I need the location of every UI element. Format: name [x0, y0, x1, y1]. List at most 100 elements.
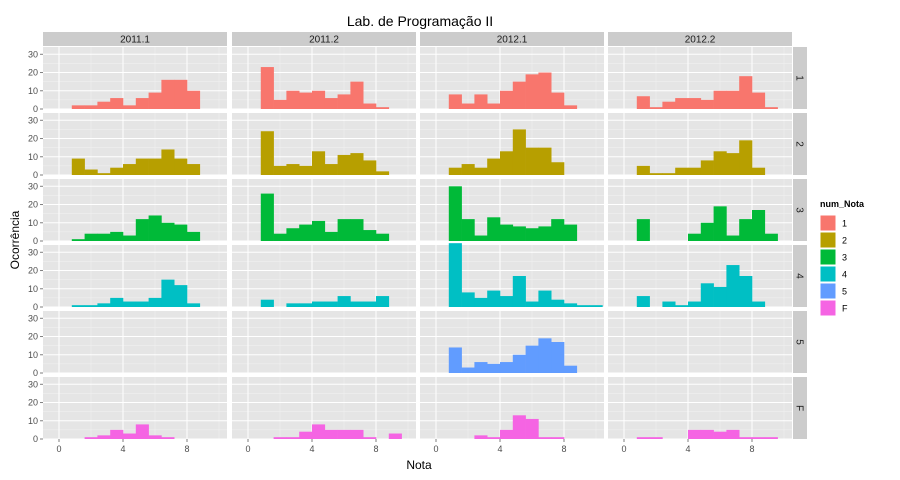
histogram-bar: [551, 299, 565, 307]
histogram-bar: [713, 206, 727, 241]
histogram-bar: [688, 301, 702, 307]
histogram-bar: [752, 437, 766, 439]
histogram-bar: [525, 228, 539, 241]
histogram-bar: [110, 231, 124, 241]
histogram-bar: [97, 233, 111, 241]
histogram-bar: [525, 418, 539, 439]
histogram-bar: [752, 210, 766, 241]
histogram-bar: [662, 173, 676, 175]
histogram-bar: [739, 219, 753, 241]
histogram-bar: [662, 301, 676, 307]
histogram-bar: [286, 164, 300, 175]
histogram-bar: [135, 424, 149, 439]
histogram-bar: [739, 437, 753, 439]
panel-background: [43, 311, 227, 373]
histogram-bar: [376, 233, 390, 241]
histogram-bar: [299, 303, 313, 307]
histogram-bar: [649, 107, 663, 109]
histogram-bar: [700, 429, 714, 439]
y-tick-label: 0: [33, 434, 38, 444]
x-tick-label: 0: [245, 444, 250, 454]
histogram-bar: [538, 226, 552, 241]
y-tick-label: 20: [28, 332, 38, 342]
y-tick-label: 10: [28, 416, 38, 426]
histogram-bar: [187, 90, 201, 109]
histogram-bar: [376, 171, 390, 175]
chart-title: Lab. de Programação II: [347, 13, 493, 29]
panel-background: [43, 179, 227, 241]
histogram-bar: [538, 147, 552, 175]
histogram-bar: [739, 276, 753, 307]
histogram-bar: [487, 290, 501, 307]
histogram-bar: [135, 219, 149, 241]
histogram-bar: [700, 99, 714, 109]
histogram-bar: [551, 162, 565, 175]
histogram-bar: [174, 285, 188, 307]
histogram-bar: [551, 437, 565, 439]
histogram-bar: [700, 222, 714, 241]
histogram-bar: [350, 81, 364, 109]
column-strip-2011.1: [43, 32, 227, 46]
histogram-bar: [500, 362, 514, 373]
row-strip-5: [793, 311, 807, 373]
histogram-bar: [636, 296, 650, 307]
histogram-bar: [273, 99, 287, 109]
histogram-bar: [187, 164, 201, 175]
histogram-bar: [752, 92, 766, 109]
histogram-bar: [713, 286, 727, 307]
row-strip-1: [793, 47, 807, 109]
y-tick-label: 10: [28, 218, 38, 228]
histogram-bar: [525, 301, 539, 307]
histogram-bar: [299, 165, 313, 175]
histogram-bar: [312, 301, 326, 307]
histogram-bar: [487, 437, 501, 439]
x-tick-label: 8: [561, 444, 566, 454]
histogram-bar: [273, 437, 287, 439]
y-tick-label: 0: [33, 302, 38, 312]
x-tick-label: 4: [685, 444, 690, 454]
histogram-bar: [161, 149, 175, 175]
histogram-bar: [461, 164, 475, 175]
histogram-bar: [688, 98, 702, 109]
histogram-bar: [713, 90, 727, 109]
histogram-bar: [726, 235, 740, 241]
histogram-bar: [148, 435, 162, 439]
histogram-bar: [273, 233, 287, 241]
histogram-bar: [564, 105, 578, 109]
legend-label: 5: [842, 287, 847, 297]
row-strip-label: 3: [794, 207, 805, 213]
histogram-bar: [363, 160, 377, 175]
legend-label: 1: [842, 219, 847, 229]
histogram-bar: [474, 167, 488, 175]
histogram-bar: [726, 265, 740, 307]
histogram-bar: [474, 362, 488, 373]
histogram-bar: [148, 92, 162, 109]
histogram-bar: [286, 228, 300, 241]
histogram-bar: [500, 90, 514, 109]
y-tick-label: 30: [28, 313, 38, 323]
x-tick-label: 8: [373, 444, 378, 454]
histogram-bar: [448, 347, 462, 373]
histogram-bar: [474, 297, 488, 307]
histogram-bar: [726, 153, 740, 175]
histogram-bar: [512, 129, 526, 175]
column-strip-label: 2011.2: [309, 35, 339, 46]
histogram-bar: [135, 301, 149, 307]
row-strip-F: [793, 377, 807, 439]
histogram-bar: [662, 101, 676, 109]
histogram-bar: [500, 296, 514, 307]
x-tick-label: 0: [56, 444, 61, 454]
histogram-bar: [260, 193, 274, 241]
histogram-bar: [299, 431, 313, 439]
histogram-bar: [525, 74, 539, 109]
histogram-bar: [350, 153, 364, 175]
legend-label: F: [842, 304, 848, 314]
histogram-bar: [148, 297, 162, 307]
histogram-bar: [123, 164, 137, 175]
histogram-bar: [688, 167, 702, 175]
histogram-bar: [487, 103, 501, 109]
legend: num_Nota 1 2 3 4 5 F: [819, 199, 865, 317]
legend-title: num_Nota: [820, 199, 865, 209]
legend-key-F: [819, 299, 837, 317]
histogram-bar: [161, 222, 175, 241]
